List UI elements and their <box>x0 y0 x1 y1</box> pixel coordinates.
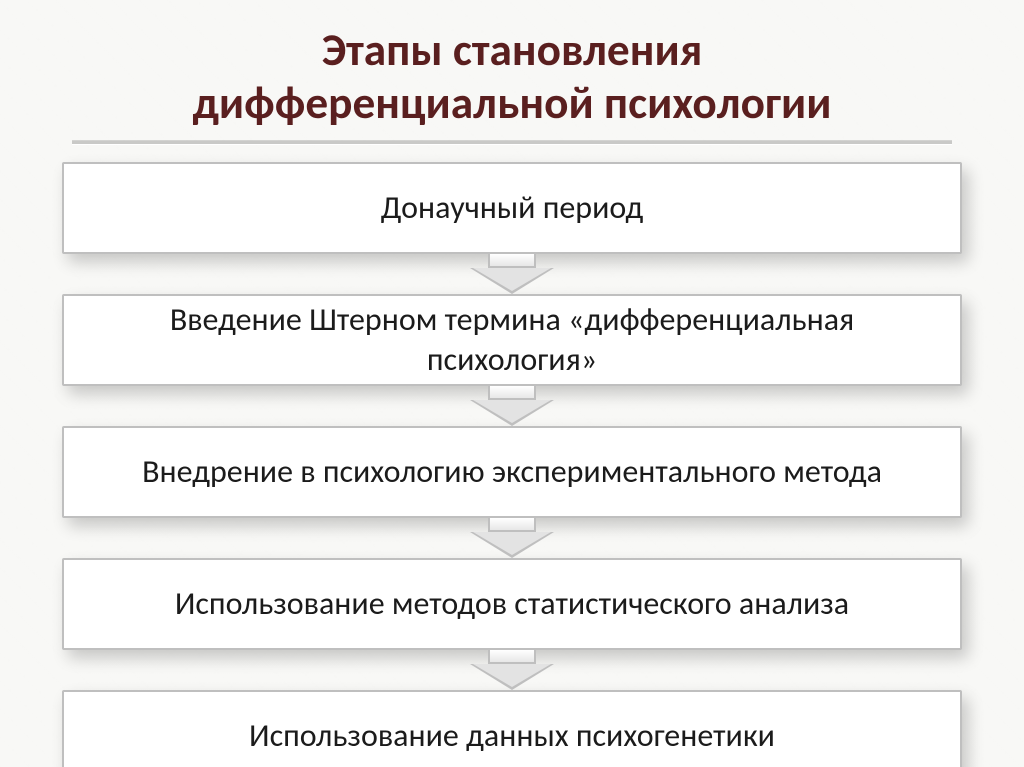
title-underline <box>72 141 952 144</box>
down-arrow-icon <box>470 518 554 558</box>
stage-label: Использование данных психогенетики <box>249 716 775 756</box>
stage-label: Донаучный период <box>381 188 643 228</box>
stage-box: Использование данных психогенетики <box>62 690 962 767</box>
stage-label: Использование методов статистического ан… <box>175 584 849 624</box>
title-block: Этапы становления дифференциальной психо… <box>36 24 988 131</box>
slide: Этапы становления дифференциальной психо… <box>0 0 1024 767</box>
stage-label: Введение Штерном термина «дифференциальн… <box>92 300 932 380</box>
stage-box: Введение Штерном термина «дифференциальн… <box>62 294 962 386</box>
flow-arrow <box>62 386 962 426</box>
slide-title: Этапы становления дифференциальной психо… <box>36 24 988 131</box>
title-line-2: дифференциальной психологии <box>193 76 832 131</box>
down-arrow-icon <box>470 386 554 426</box>
flow-arrow <box>62 254 962 294</box>
flowchart: Донаучный период Введение Штерном термин… <box>36 162 988 767</box>
stage-box: Внедрение в психологию экспериментальног… <box>62 426 962 518</box>
title-line-1: Этапы становления <box>322 23 703 78</box>
stage-box: Использование методов статистического ан… <box>62 558 962 650</box>
down-arrow-icon <box>470 254 554 294</box>
flow-arrow <box>62 518 962 558</box>
flow-arrow <box>62 650 962 690</box>
stage-label: Внедрение в психологию экспериментальног… <box>142 452 882 492</box>
stage-box: Донаучный период <box>62 162 962 254</box>
down-arrow-icon <box>470 650 554 690</box>
